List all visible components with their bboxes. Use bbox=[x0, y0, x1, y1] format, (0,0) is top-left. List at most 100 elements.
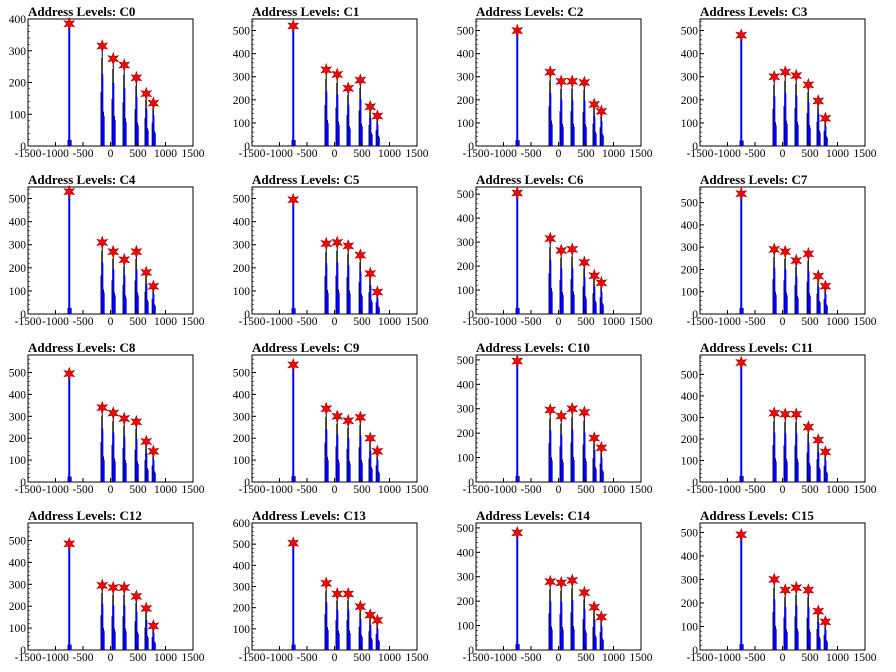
chart-panel: Address Levels: C4 0 100 200 300 400 500 -1500-… bbox=[0, 168, 224, 336]
x-tick-label: 1500 bbox=[630, 316, 653, 328]
peak-marker bbox=[802, 583, 815, 597]
x-tick-label: 0 bbox=[780, 484, 786, 496]
peak-marker bbox=[578, 75, 591, 90]
x-tick-label: 1500 bbox=[854, 316, 877, 328]
peak-marker bbox=[802, 246, 815, 261]
y-tick-label: 300 bbox=[9, 240, 27, 252]
peak-marker bbox=[107, 406, 120, 420]
peak-marker bbox=[63, 16, 76, 31]
peak-marker bbox=[812, 433, 825, 447]
x-tick-label: 500 bbox=[353, 316, 371, 328]
peak-marker bbox=[544, 574, 557, 589]
x-tick-label: 1000 bbox=[826, 148, 849, 160]
chart-panel: Address Levels: C5 0 100 200 300 400 500 -1500-… bbox=[224, 168, 448, 336]
y-tick-label: 300 bbox=[457, 404, 475, 416]
chart-title: Address Levels: C14 bbox=[476, 508, 590, 523]
x-tick-label: 500 bbox=[129, 652, 147, 664]
x-tick-label: -1500 bbox=[239, 652, 266, 664]
x-tick-label: -1000 bbox=[714, 148, 741, 160]
x-tick-label: -1000 bbox=[490, 316, 517, 328]
peak-marker bbox=[118, 411, 131, 426]
y-tick-label: 100 bbox=[233, 118, 251, 130]
chart-title: Address Levels: C1 bbox=[252, 4, 360, 19]
y-tick-label: 200 bbox=[233, 603, 251, 615]
peak-marker bbox=[320, 236, 333, 251]
peak-marker bbox=[371, 444, 384, 459]
y-tick-label: 300 bbox=[457, 237, 475, 249]
y-tick-label: 100 bbox=[457, 118, 475, 130]
peak-marker bbox=[130, 70, 143, 85]
peak-marker bbox=[790, 253, 803, 268]
x-tick-label: -1500 bbox=[463, 484, 490, 496]
chart-panel: Address Levels: C13 0 100 200 300 400 500 600 -1… bbox=[224, 504, 448, 672]
y-tick-label: 100 bbox=[681, 287, 699, 299]
y-tick-label: 300 bbox=[233, 240, 251, 252]
peak-marker bbox=[147, 618, 160, 633]
y-tick-label: 0 bbox=[468, 477, 474, 489]
chart-svg: 0 100 200 300 400 500 -1500 -1000 -500 0 500 1000 15… bbox=[681, 186, 877, 328]
x-tick-label: -1500 bbox=[15, 484, 42, 496]
chart-panel: Address Levels: C10 0 100 200 300 400 500 -1500… bbox=[448, 336, 672, 504]
y-tick-label: 400 bbox=[681, 391, 699, 403]
chart-panel: Address Levels: C0 0 100 200 300 400 -1500 -100… bbox=[0, 0, 224, 168]
x-tick-label: -1500 bbox=[687, 316, 714, 328]
y-tick-label: 0 bbox=[244, 141, 250, 153]
peak-marker bbox=[331, 67, 344, 82]
peak-marker bbox=[768, 242, 781, 257]
y-tick-label: 500 bbox=[457, 26, 475, 38]
y-tick-label: 0 bbox=[692, 309, 698, 321]
x-tick-label: -1500 bbox=[687, 652, 714, 664]
x-tick-label: -500 bbox=[296, 316, 317, 328]
chart-panel: Address Levels: C6 0 100 200 300 400 500 -1500-… bbox=[448, 168, 672, 336]
x-tick-label: -1500 bbox=[239, 148, 266, 160]
y-tick-label: 100 bbox=[233, 286, 251, 298]
x-tick-label: -500 bbox=[744, 148, 765, 160]
x-tick-label: 0 bbox=[332, 316, 338, 328]
x-tick-label: -1000 bbox=[42, 484, 69, 496]
y-tick-label: 100 bbox=[9, 109, 27, 121]
chart-panel: Address Levels: C15 0 100 200 300 400 500 -1500… bbox=[672, 504, 896, 672]
y-tick-label: 200 bbox=[9, 601, 27, 613]
y-tick-label: 500 bbox=[9, 368, 27, 380]
x-tick-label: 1500 bbox=[630, 652, 653, 664]
peak-marker bbox=[578, 255, 591, 270]
chart-svg: 0 100 200 300 400 500 -1500 -1000 -500 0 500 1000 15… bbox=[681, 354, 877, 496]
peak-marker bbox=[819, 444, 832, 459]
x-tick-label: 0 bbox=[556, 652, 562, 664]
peak-marker bbox=[354, 410, 367, 425]
x-tick-label: 500 bbox=[353, 148, 371, 160]
x-tick-label: 500 bbox=[577, 148, 595, 160]
x-tick-label: -1000 bbox=[490, 484, 517, 496]
y-tick-label: 500 bbox=[9, 536, 27, 548]
peak-marker bbox=[140, 86, 153, 101]
x-tick-label: 1500 bbox=[854, 652, 877, 664]
x-tick-label: -1500 bbox=[463, 652, 490, 664]
peak-marker bbox=[364, 431, 377, 446]
peak-marker bbox=[63, 536, 76, 551]
y-tick-label: 300 bbox=[9, 411, 27, 423]
chart-title: Address Levels: C12 bbox=[28, 508, 142, 523]
plot-frame bbox=[27, 354, 194, 483]
peak-marker bbox=[371, 109, 384, 123]
peak-marker bbox=[555, 74, 568, 89]
x-tick-label: -500 bbox=[520, 316, 541, 328]
x-tick-label: 0 bbox=[780, 316, 786, 328]
peak-marker bbox=[779, 244, 792, 259]
peak-marker bbox=[107, 244, 120, 259]
x-tick-label: 0 bbox=[108, 316, 114, 328]
y-tick-label: 0 bbox=[20, 309, 26, 321]
peak-marker bbox=[331, 235, 344, 250]
plot-frame bbox=[699, 522, 866, 651]
peak-marker bbox=[364, 99, 377, 114]
x-tick-label: 1500 bbox=[630, 148, 653, 160]
y-tick-label: 200 bbox=[233, 263, 251, 275]
y-tick-label: 400 bbox=[457, 213, 475, 225]
y-tick-label: 100 bbox=[9, 623, 27, 635]
x-tick-label: 1000 bbox=[826, 484, 849, 496]
x-tick-label: -1000 bbox=[266, 148, 293, 160]
peak-marker bbox=[566, 242, 579, 257]
x-tick-label: 0 bbox=[556, 316, 562, 328]
chart-svg: 0 100 200 300 400 500 -1500 -1000 -500 0 500 1000 15… bbox=[681, 522, 877, 664]
chart-title: Address Levels: C7 bbox=[700, 172, 808, 187]
x-tick-label: -500 bbox=[296, 148, 317, 160]
